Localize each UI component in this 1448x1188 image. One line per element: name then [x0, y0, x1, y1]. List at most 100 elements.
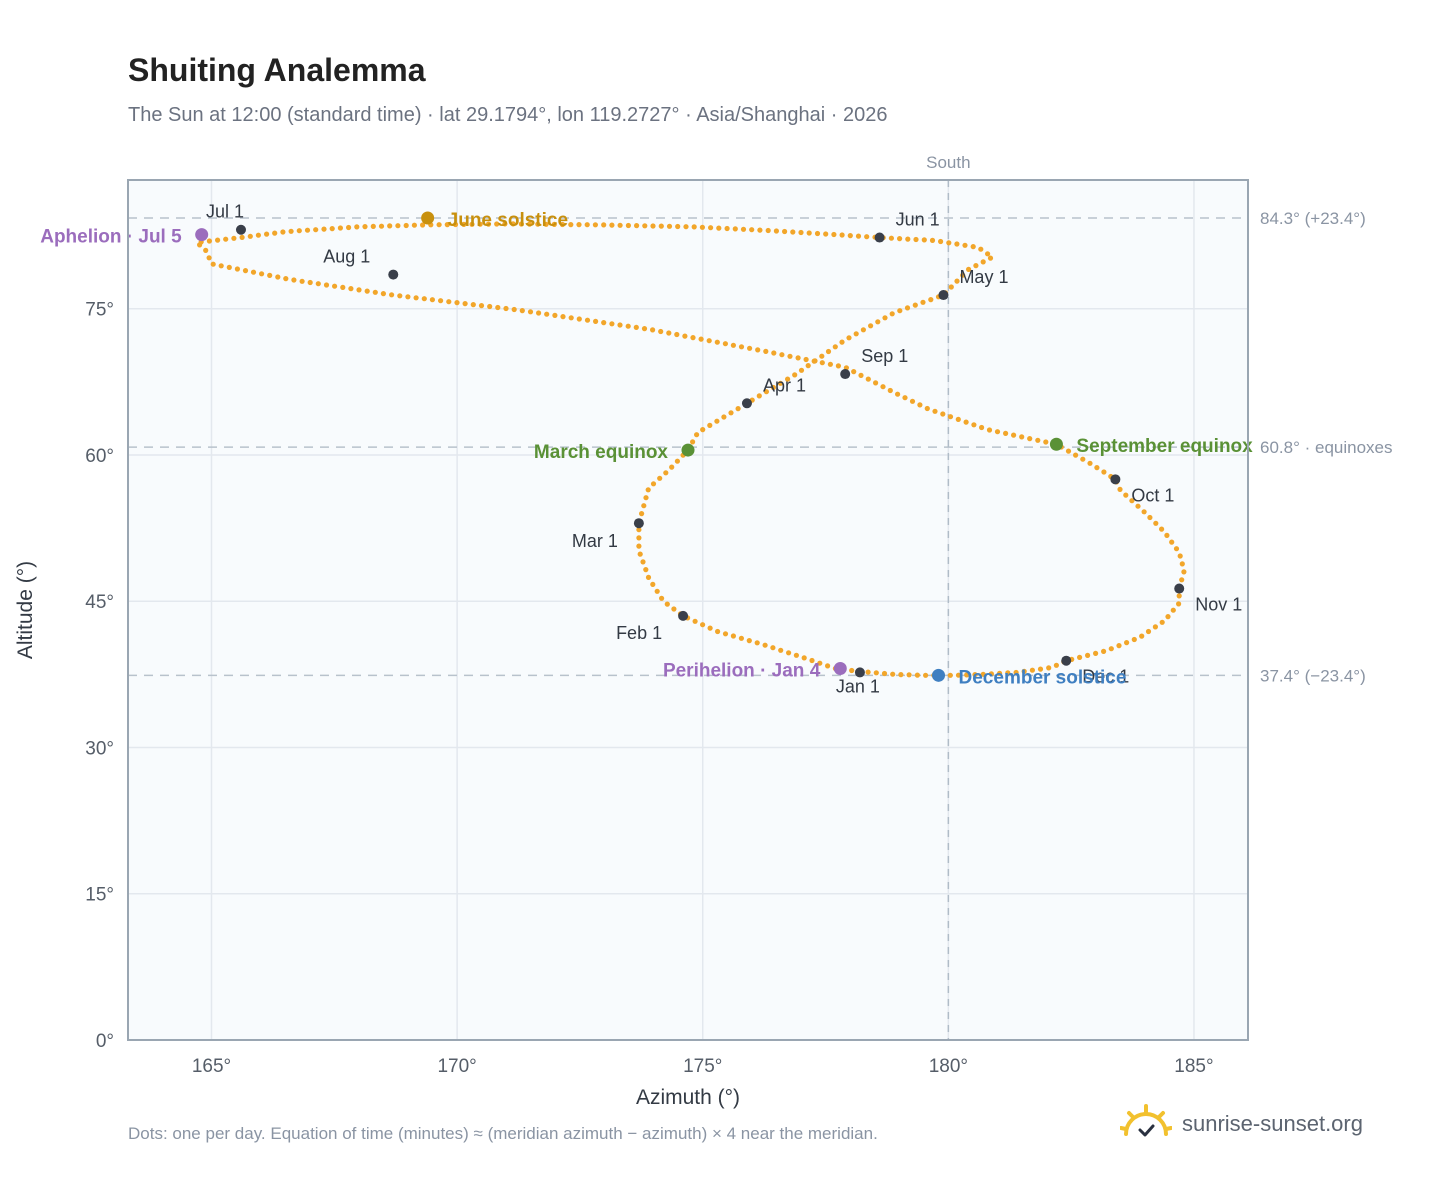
daily-sun-dot	[636, 543, 642, 549]
daily-sun-dot	[832, 344, 838, 350]
daily-sun-dot	[503, 305, 509, 312]
daily-sun-dot	[267, 272, 273, 278]
daily-sun-dot	[902, 395, 908, 401]
daily-sun-dot	[1173, 546, 1180, 552]
daily-sun-dot	[617, 322, 623, 328]
daily-sun-dot	[666, 330, 672, 336]
daily-sun-dot	[964, 672, 970, 678]
daily-sun-dot	[819, 360, 825, 366]
daily-sun-dot	[1181, 569, 1187, 575]
daily-sun-dot	[239, 234, 245, 240]
daily-sun-dot	[1141, 509, 1147, 515]
month-marker	[741, 398, 752, 409]
event-marker	[833, 662, 847, 676]
daily-sun-dot	[706, 338, 712, 344]
daily-sun-dot	[645, 487, 651, 493]
daily-sun-dot	[765, 227, 771, 234]
daily-sun-dot	[1003, 430, 1009, 436]
daily-sun-dot	[855, 233, 862, 239]
daily-sun-dot	[1179, 561, 1185, 567]
daily-sun-dot	[792, 372, 798, 378]
daily-sun-dot	[461, 221, 467, 227]
daily-sun-dot	[568, 222, 574, 228]
brand-name: sunrise-sunset.org	[1182, 1111, 1363, 1136]
daily-sun-dot	[940, 411, 946, 417]
daily-sun-dot	[923, 672, 929, 678]
daily-sun-dot	[477, 221, 483, 227]
daily-sun-dot	[763, 389, 770, 395]
daily-sun-dot	[803, 356, 809, 363]
daily-sun-dot	[864, 234, 870, 240]
daily-sun-dot	[650, 481, 657, 487]
daily-sun-dot	[552, 312, 558, 318]
daily-sun-dot	[1013, 669, 1019, 676]
daily-sun-dot	[519, 308, 525, 314]
daily-sun-dot	[805, 363, 811, 369]
month-marker	[678, 610, 689, 621]
daily-sun-dot	[972, 672, 978, 678]
daily-sun-dot	[1029, 667, 1035, 673]
daily-sun-dot	[346, 224, 352, 231]
month-label: Jan 1	[836, 676, 880, 696]
daily-sun-dot	[203, 247, 209, 253]
daily-sun-dot	[740, 226, 747, 232]
daily-sun-dot	[947, 672, 953, 678]
daily-sun-dot	[732, 226, 738, 232]
daily-sun-dot	[469, 221, 475, 227]
daily-sun-dot	[348, 286, 354, 292]
daily-sun-dot	[304, 227, 311, 233]
daily-sun-dot	[1077, 654, 1083, 661]
daily-sun-dot	[633, 324, 639, 330]
daily-sun-dot	[625, 222, 632, 229]
daily-sun-dot	[980, 671, 986, 677]
daily-sun-dot	[895, 391, 901, 397]
daily-sun-dot	[954, 241, 960, 247]
daily-sun-dot	[778, 647, 784, 653]
daily-sun-dot	[920, 299, 926, 305]
month-label: Dec 1	[1082, 667, 1129, 687]
daily-sun-dot	[955, 416, 961, 422]
y-tick-label: 75°	[85, 300, 114, 321]
daily-sun-dot	[250, 269, 257, 275]
daily-sun-dot	[1159, 619, 1165, 625]
daily-sun-dot	[640, 559, 646, 565]
daily-sun-dot	[372, 289, 378, 295]
daily-sun-dot	[798, 367, 805, 373]
daily-sun-dot	[643, 567, 649, 573]
daily-sun-dot	[683, 224, 689, 230]
daily-sun-dot	[1087, 460, 1093, 466]
daily-sun-dot	[1094, 465, 1100, 471]
daily-sun-dot	[897, 308, 903, 314]
daily-sun-dot	[313, 227, 319, 233]
daily-sun-dot	[954, 278, 960, 284]
daily-sun-dot	[738, 344, 745, 350]
daily-sun-dot	[641, 503, 647, 509]
daily-sun-dot	[714, 418, 720, 424]
daily-sun-dot	[690, 439, 696, 445]
daily-sun-dot	[817, 660, 823, 666]
daily-sun-dot	[645, 574, 652, 581]
daily-sun-dot	[851, 369, 857, 375]
daily-sun-dot	[494, 221, 500, 227]
daily-sun-dot	[1116, 643, 1122, 649]
month-label: Apr 1	[763, 375, 806, 395]
brand[interactable]: sunrise-sunset.org	[1120, 1100, 1363, 1148]
daily-sun-dot	[1035, 437, 1041, 443]
daily-sun-dot	[762, 642, 768, 648]
daily-sun-dot	[1093, 650, 1099, 657]
daily-sun-dot	[247, 233, 253, 239]
daily-sun-dot	[730, 633, 737, 639]
month-label: Mar 1	[572, 531, 618, 551]
daily-sun-dot	[206, 238, 212, 244]
daily-sun-dot	[819, 353, 825, 359]
daily-sun-dot	[738, 635, 745, 641]
daily-sun-dot	[971, 422, 977, 428]
daily-sun-dot	[798, 229, 804, 236]
daily-sun-dot	[1065, 448, 1072, 454]
daily-sun-dot	[307, 279, 313, 286]
daily-sun-dot	[756, 393, 762, 399]
daily-sun-dot	[849, 667, 855, 674]
daily-sun-dot	[699, 224, 706, 230]
daily-sun-dot	[1179, 577, 1185, 583]
daily-sun-dot	[462, 301, 468, 307]
